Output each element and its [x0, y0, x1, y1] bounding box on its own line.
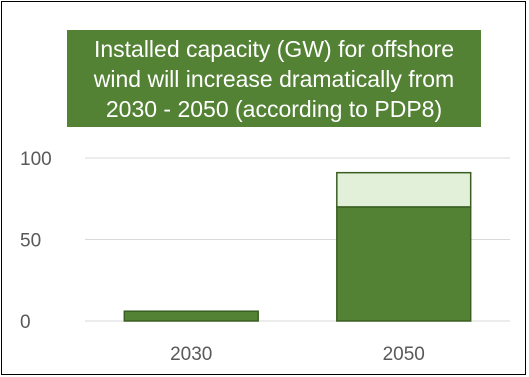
bar-segment — [336, 206, 472, 322]
bar-segment — [123, 310, 259, 322]
chart-title: Installed capacity (GW) for offshore win… — [93, 35, 455, 122]
chart-title-box: Installed capacity (GW) for offshore win… — [67, 30, 481, 127]
bar-segment — [336, 171, 472, 208]
y-tick-label: 100 — [20, 149, 52, 170]
x-tick-label: 2030 — [170, 344, 212, 365]
x-tick-label: 2050 — [383, 344, 425, 365]
y-tick-label: 0 — [20, 312, 31, 333]
y-tick-label: 50 — [20, 231, 41, 252]
